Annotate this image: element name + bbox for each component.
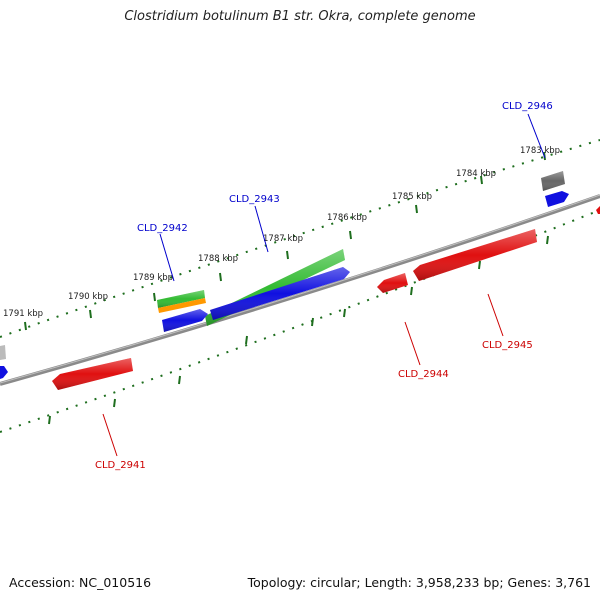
tick-label: 1786 kbp bbox=[327, 213, 367, 223]
leader-line-CLD_2942 bbox=[159, 233, 175, 282]
leader-line-CLD_2941 bbox=[102, 413, 118, 457]
gene-CLD_2946[interactable] bbox=[541, 171, 569, 207]
leader-line-CLD_2945 bbox=[487, 293, 504, 337]
tick-label: 1791 kbp bbox=[3, 309, 43, 319]
gene-label-CLD_2946[interactable]: CLD_2946 bbox=[502, 101, 553, 112]
tick-label: 1783 kbp bbox=[520, 146, 560, 156]
tick-label: 1790 kbp bbox=[68, 292, 108, 302]
gene-CLD_2945[interactable] bbox=[413, 229, 537, 281]
tick-label: 1789 kbp bbox=[133, 273, 173, 283]
tick-label: 1788 kbp bbox=[198, 254, 238, 264]
gene-label-CLD_2944[interactable]: CLD_2944 bbox=[398, 369, 449, 380]
partial-feature-blue bbox=[0, 366, 8, 379]
partial-feature-grey bbox=[0, 345, 6, 360]
partial-feature-red bbox=[596, 206, 600, 214]
leader-line-CLD_2946 bbox=[527, 113, 546, 159]
tick-label: 1785 kbp bbox=[392, 192, 432, 202]
genome-stats-label: Topology: circular; Length: 3,958,233 bp… bbox=[247, 575, 591, 590]
map-title: Clostridium botulinum B1 str. Okra, comp… bbox=[124, 9, 476, 24]
gene-CLD_2944[interactable] bbox=[377, 273, 408, 293]
leader-line-CLD_2944 bbox=[404, 321, 421, 366]
genome-backbone bbox=[0, 194, 600, 386]
gene-CLD_2942[interactable] bbox=[157, 290, 208, 332]
tick-label: 1784 kbp bbox=[456, 169, 496, 179]
gene-CLD_2941[interactable] bbox=[52, 358, 133, 390]
tick-label: 1787 kbp bbox=[263, 234, 303, 244]
inner-major-ticks bbox=[48, 235, 549, 425]
gene-label-CLD_2943[interactable]: CLD_2943 bbox=[229, 194, 280, 205]
accession-label: Accession: NC_010516 bbox=[9, 575, 152, 590]
gene-label-CLD_2941[interactable]: CLD_2941 bbox=[95, 460, 146, 471]
gene-CLD_2943[interactable] bbox=[205, 249, 350, 326]
leader-line-CLD_2943 bbox=[254, 205, 269, 253]
gene-label-CLD_2945[interactable]: CLD_2945 bbox=[482, 340, 533, 351]
gene-label-CLD_2942[interactable]: CLD_2942 bbox=[137, 223, 188, 234]
